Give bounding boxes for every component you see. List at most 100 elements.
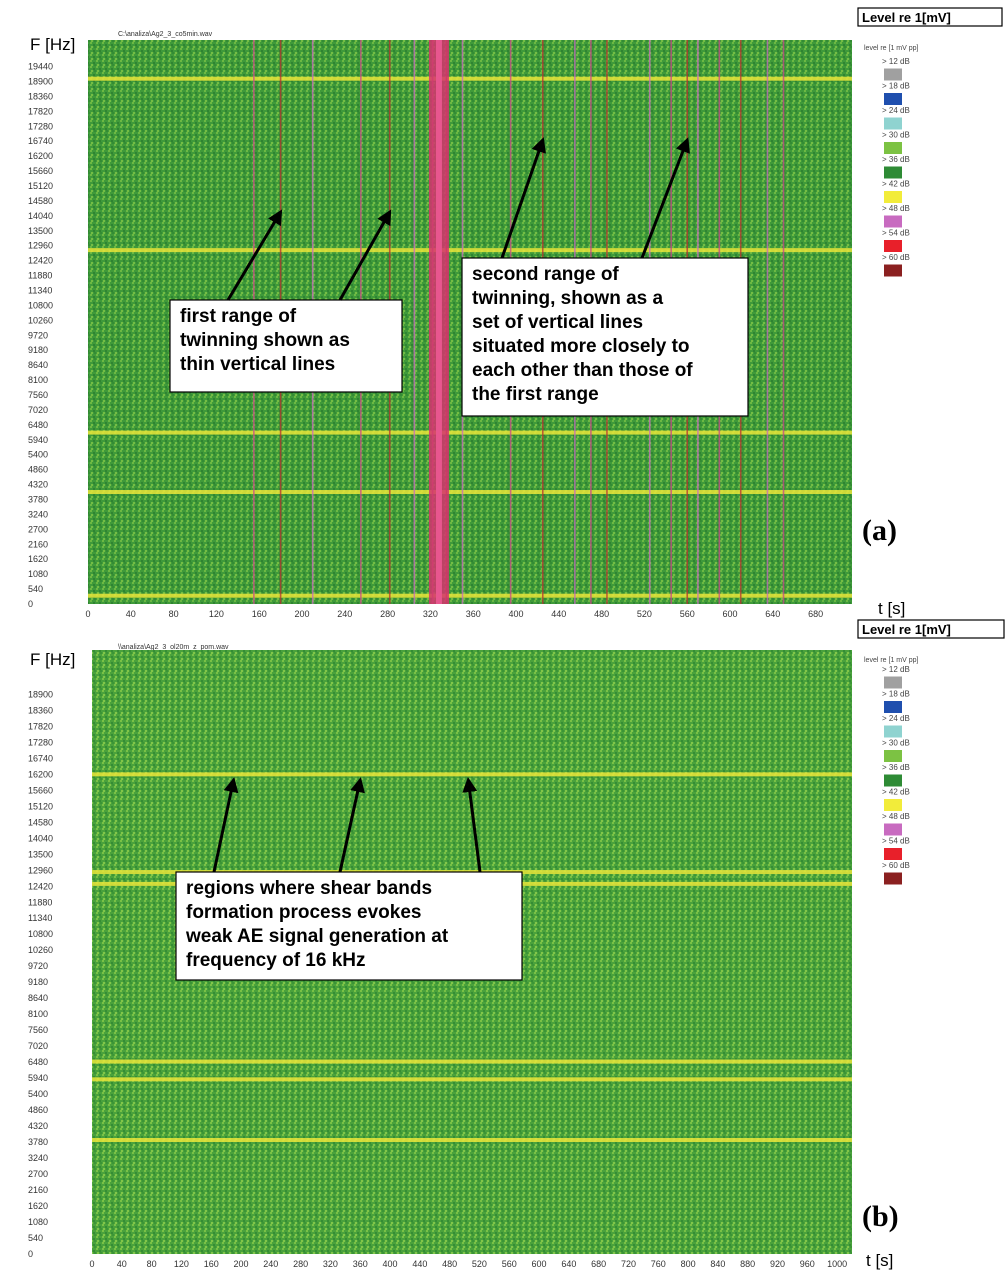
x-tick-label: 280 [380,609,395,619]
x-axis-title: t [s] [878,599,905,618]
y-tick-label: 10800 [28,300,53,310]
x-tick-label: 480 [594,609,609,619]
annotation-text: first range of [180,306,297,327]
legend-entry-label: > 30 dB [882,739,910,748]
legend-entry-label: > 42 dB [882,180,910,189]
legend: Level re 1[mV] level re [1 mV pp] > 12 dB >… [857,7,1003,277]
y-tick-label: 3240 [28,509,48,519]
y-tick-label: 11880 [28,271,52,281]
horizontal-band [88,490,852,495]
legend-swatch [884,701,902,713]
y-axis-title: F [Hz] [30,650,75,669]
x-tick-label: 760 [651,1259,666,1269]
x-tick-label: 680 [591,1259,606,1269]
y-tick-label: 11340 [28,285,52,295]
y-tick-label: 18360 [28,705,53,715]
y-tick-label: 15660 [28,785,53,795]
y-tick-label: 3780 [28,1137,48,1147]
annotation-text: twinning, shown as a [472,288,664,309]
y-tick-label: 0 [28,599,33,609]
y-tick-label: 9180 [28,345,48,355]
legend-swatch [884,117,902,130]
y-tick-label: 3240 [28,1153,48,1163]
legend-swatch [884,215,902,228]
y-tick-label: 18360 [28,91,53,101]
y-tick-label: 2160 [28,1185,48,1195]
x-tick-label: 920 [770,1259,785,1269]
x-tick-label: 0 [85,609,90,619]
annotation-arrow [226,209,283,301]
annotation-arrow [338,209,392,301]
legend: Level re 1[mV]level re [1 mV pp]> 12 dB>… [857,619,1005,885]
annotation-text: thin vertical lines [180,354,335,375]
legend-swatch [884,93,902,105]
y-tick-label: 9180 [28,977,48,987]
y-tick-label: 6480 [28,1057,48,1067]
x-tick-label: 200 [234,1259,249,1269]
y-tick-label: 5940 [28,435,48,445]
x-tick-label: 160 [204,1259,219,1269]
x-tick-label: 40 [126,609,136,619]
annotation-text: weak AE signal generation at [185,926,449,947]
y-tick-label: 13500 [28,849,53,859]
horizontal-band [88,248,852,253]
x-tick-label: 440 [551,609,566,619]
spectrogram-panel-a: C:\analiza\Ag2_3_co5min.wav F [Hz] t [s]… [28,7,1003,619]
y-tick-label: 5400 [28,1089,48,1099]
y-tick-label: 2160 [28,539,48,549]
y-tick-label: 16200 [28,151,53,161]
y-tick-label: 7560 [28,390,48,400]
x-tick-label: 640 [561,1259,576,1269]
y-tick-label: 4860 [28,1105,48,1115]
legend-entry-label: > 54 dB [882,229,910,238]
legend-swatch [884,676,902,689]
y-tick-label: 15120 [28,181,53,191]
y-tick-label: 14580 [28,196,53,206]
annotation-text: each other than those of [472,360,693,381]
horizontal-band [92,1138,852,1143]
y-tick-label: 12960 [28,865,53,875]
legend-swatch [884,240,902,252]
legend-swatch [884,872,902,885]
legend-swatch [884,774,902,787]
y-tick-label: 9720 [28,961,48,971]
x-tick-label: 80 [147,1259,157,1269]
y-tick-label: 4320 [28,1121,48,1131]
legend-title: Level re 1[mV] [862,622,951,637]
y-tick-label: 1080 [28,1217,48,1227]
legend-title: Level re 1[mV] [862,10,951,25]
legend-entry-label: > 12 dB [882,57,910,66]
x-tick-label: 520 [472,1259,487,1269]
y-tick-label: 5940 [28,1073,48,1083]
y-tick-label: 8640 [28,993,48,1003]
y-tick-label: 11880 [28,897,52,907]
y-tick-label: 18900 [28,689,53,699]
legend-swatch [884,725,902,738]
strong-event-core [435,40,442,604]
x-tick-label: 120 [209,609,224,619]
y-tick-label: 10260 [28,945,53,955]
x-tick-label: 0 [89,1259,94,1269]
legend-entry-label: > 48 dB [882,204,910,213]
y-tick-label: 8100 [28,1009,48,1019]
legend-entry-label: > 42 dB [882,788,910,797]
y-tick-label: 8100 [28,375,48,385]
legend-entry-label: > 36 dB [882,763,910,772]
y-tick-label: 16200 [28,769,53,779]
y-tick-label: 9720 [28,330,48,340]
legend-entry-label: > 60 dB [882,861,910,870]
x-tick-label: 880 [740,1259,755,1269]
x-tick-label: 360 [466,609,481,619]
y-tick-label: 0 [28,1249,33,1259]
y-axis-title: F [Hz] [30,35,75,54]
y-tick-label: 17820 [28,106,53,116]
legend-subtitle: level re [1 mV pp] [864,45,919,52]
x-tick-label: 560 [680,609,695,619]
y-tick-label: 17280 [28,121,53,131]
y-tick-label: 12420 [28,881,53,891]
y-tick-label: 13500 [28,226,53,236]
y-tick-label: 1080 [28,569,48,579]
y-tick-label: 1620 [28,1201,48,1211]
y-tick-label: 7020 [28,1041,48,1051]
legend-swatch [884,823,902,836]
